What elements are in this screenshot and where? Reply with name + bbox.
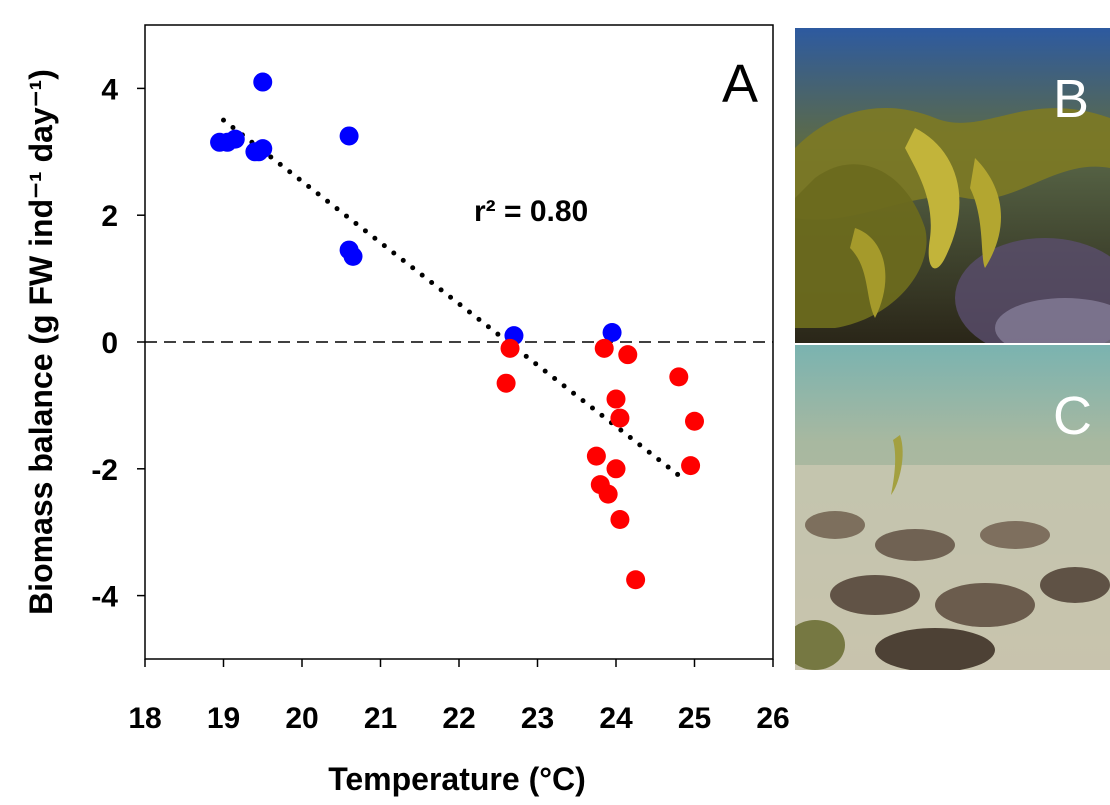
x-axis-ticks: 18 19 20 21 22 23 24 25 26 [128, 659, 790, 735]
y-axis-ticks: 4 2 0 -2 -4 [91, 73, 145, 614]
data-point-1-11 [626, 570, 646, 590]
x-tick-label-3: 21 [364, 702, 397, 735]
data-point-1-9 [606, 459, 626, 479]
x-tick-label-5: 23 [521, 702, 554, 735]
y-tick-label-2: 0 [101, 327, 118, 360]
data-point-1-0 [500, 338, 520, 358]
data-point-1-12 [669, 367, 689, 387]
data-point-1-14 [685, 411, 704, 431]
panel-label-b: B [1053, 69, 1090, 129]
panel-label-a: A [722, 54, 758, 114]
x-tick-label-1: 19 [207, 702, 240, 735]
x-tick-label-4: 22 [442, 702, 475, 735]
data-point-1-5 [610, 408, 630, 428]
y-tick-label-0: 4 [101, 73, 118, 106]
data-point-0-2 [225, 129, 245, 149]
r-squared-annotation: r² = 0.80 [474, 195, 588, 228]
x-tick-label-8: 26 [756, 702, 789, 735]
photo-sparse-turf: C [795, 345, 1110, 670]
trendline-dotted [221, 117, 690, 484]
data-point-1-13 [681, 456, 701, 476]
data-point-0-7 [339, 126, 359, 146]
data-point-0-6 [253, 139, 273, 159]
data-point-1-8 [598, 484, 618, 504]
data-point-0-9 [343, 246, 363, 266]
data-point-1-3 [618, 345, 638, 365]
data-points [210, 72, 704, 590]
panel-label-c: C [1053, 386, 1092, 446]
y-tick-label-1: 2 [101, 200, 118, 233]
scatter-chart: 18 19 20 21 22 23 24 25 26 420-2-4 A r² = 0.80 T… [23, 24, 790, 797]
x-axis-title: Temperature (°C) [328, 761, 586, 797]
data-point-0-5 [253, 72, 273, 92]
data-point-1-6 [586, 446, 606, 466]
x-tick-label-0: 18 [128, 702, 161, 735]
y-axis-title: Biomass balance (g FW ind⁻¹ day⁻¹) [23, 69, 59, 615]
x-tick-label-2: 20 [285, 702, 318, 735]
data-point-1-2 [594, 338, 614, 358]
y-tick-label-3: -2 [91, 454, 118, 487]
data-point-1-10 [610, 510, 630, 530]
x-tick-label-7: 25 [678, 702, 711, 735]
y-tick-label-4: -4 [91, 581, 118, 614]
x-tick-label-6: 24 [599, 702, 633, 735]
photo-kelp-forest: B [795, 28, 1110, 343]
data-point-1-4 [606, 389, 626, 409]
data-point-1-1 [496, 373, 516, 393]
data-point-0-11 [602, 322, 622, 342]
trendline [221, 117, 690, 484]
